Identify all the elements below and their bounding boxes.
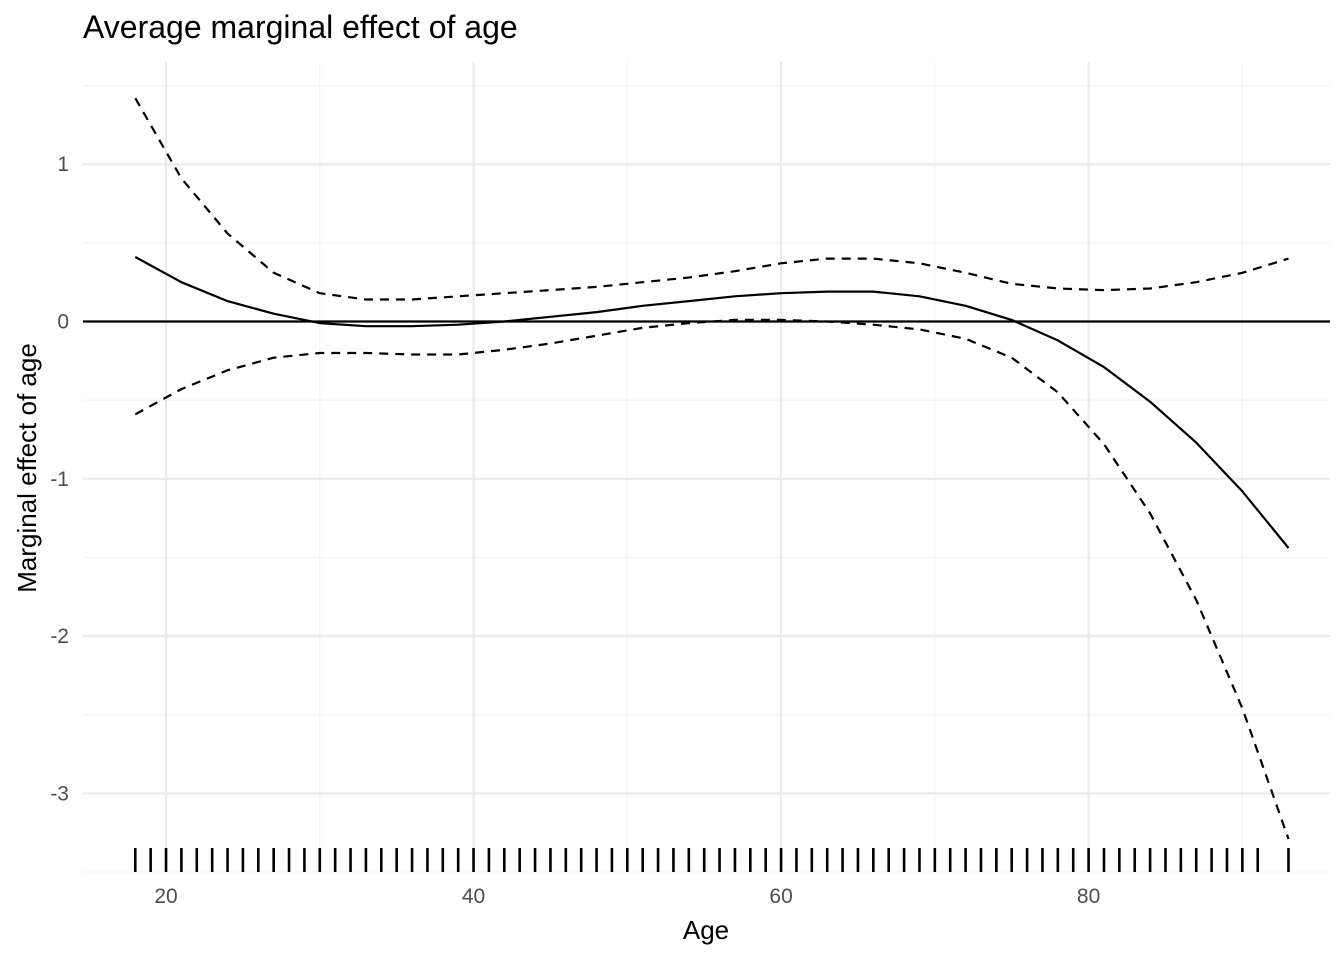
y-tick-label: 0 (57, 311, 69, 334)
minor-grid (83, 62, 1330, 873)
chart-title: Average marginal effect of age (83, 9, 518, 45)
x-tick-label: 20 (154, 885, 177, 908)
x-tick-label: 80 (1077, 885, 1100, 908)
y-tick-label: -2 (50, 625, 69, 648)
series-lines (134, 97, 1290, 840)
lower-ci-line (134, 318, 1290, 840)
major-grid (83, 62, 1330, 872)
y-tick-labels: -3 -2 -1 0 1 (50, 153, 69, 805)
x-tick-label: 60 (769, 885, 792, 908)
x-tick-labels: 20 40 60 80 (154, 885, 1100, 908)
upper-ci-line (134, 97, 1289, 301)
y-axis-title: Marginal effect of age (12, 343, 42, 593)
y-tick-label: -1 (50, 468, 69, 491)
y-tick-label: 1 (57, 153, 69, 176)
x-tick-label: 40 (462, 885, 485, 908)
rug-marks (133, 848, 1290, 872)
x-axis-title: Age (683, 915, 729, 945)
y-tick-label: -3 (50, 782, 69, 805)
estimate-line (134, 256, 1290, 549)
